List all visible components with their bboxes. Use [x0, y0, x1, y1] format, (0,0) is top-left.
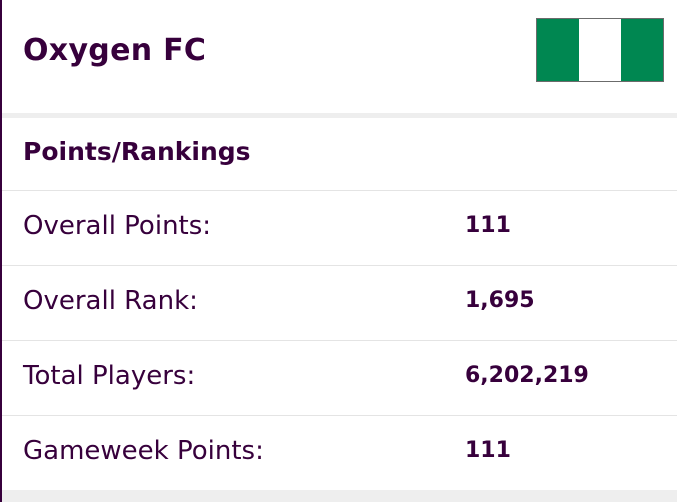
stat-label: Gameweek Points:	[23, 436, 264, 466]
flag-stripe-left	[537, 19, 579, 81]
section-title-points-rankings: Points/Rankings	[23, 137, 251, 166]
nigeria-flag-icon	[536, 18, 664, 82]
bottom-divider	[2, 490, 677, 502]
stat-label: Overall Rank:	[23, 286, 198, 316]
flag-stripe-right	[621, 19, 663, 81]
stat-value: 111	[465, 213, 511, 238]
stat-row-total-players: Total Players: 6,202,219	[2, 340, 677, 414]
stat-row-gameweek-points: Gameweek Points: 111	[2, 415, 677, 490]
stat-value: 1,695	[465, 288, 535, 313]
team-header: Oxygen FC	[2, 0, 677, 113]
stat-value: 6,202,219	[465, 363, 589, 388]
stat-label: Total Players:	[23, 361, 196, 391]
team-name: Oxygen FC	[23, 33, 207, 68]
stat-value: 111	[465, 438, 511, 463]
flag-stripe-middle	[579, 19, 621, 81]
header-divider	[2, 113, 677, 118]
stat-row-overall-rank: Overall Rank: 1,695	[2, 265, 677, 339]
stat-label: Overall Points:	[23, 211, 212, 241]
stat-row-overall-points: Overall Points: 111	[2, 190, 677, 264]
